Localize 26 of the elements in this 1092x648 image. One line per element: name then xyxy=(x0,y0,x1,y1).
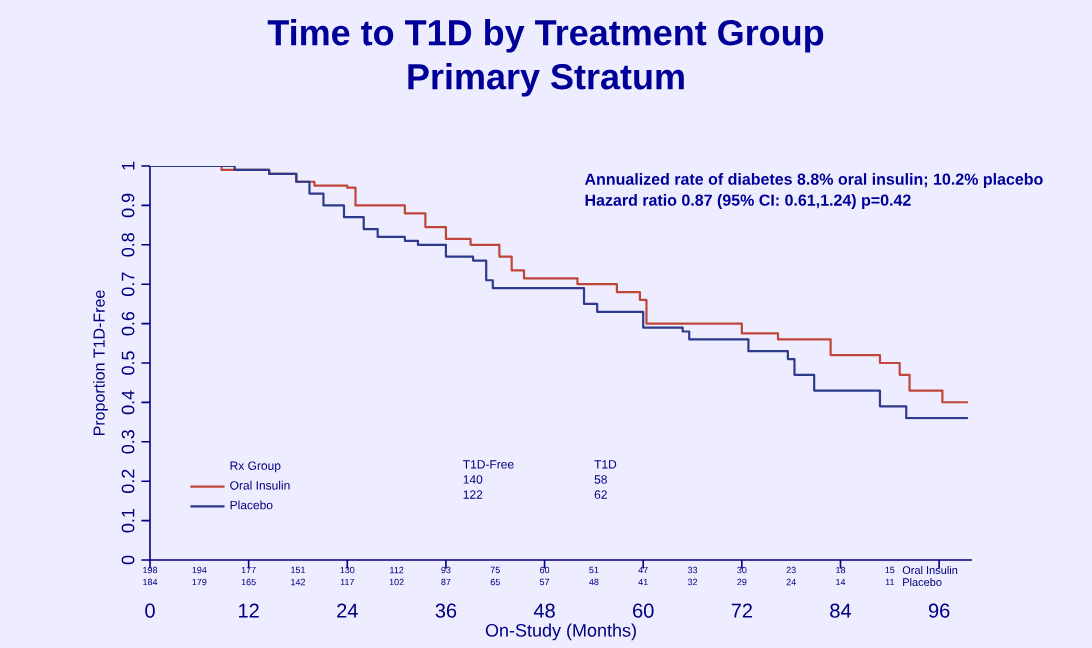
chart-subtitle: Primary Stratum xyxy=(408,63,684,97)
x-tick-label: 72 xyxy=(731,603,752,618)
annotation: Annualized rate of diabetes 8.8% oral insulin; 10.2% placebo xyxy=(584,173,1043,188)
y-tick-label: 0.7 xyxy=(121,272,135,297)
y-tick-label: 1 xyxy=(122,161,135,170)
y-axis-title: Proportion T1D-Free xyxy=(93,290,108,436)
y-tick-label: 0.6 xyxy=(121,311,135,336)
y-tick-label: 0.2 xyxy=(121,469,135,494)
x-axis-title: On-Study (Months) xyxy=(485,623,636,641)
x-tick-label: 24 xyxy=(337,603,358,618)
y-tick-label: 0.8 xyxy=(121,233,135,257)
x-tick-label: 36 xyxy=(435,603,457,618)
chart-title: Time to T1D by Treatment Group xyxy=(267,19,824,53)
annotation: Hazard ratio 0.87 (95% CI: 0.61,1.24) p=0.42 xyxy=(585,194,911,209)
x-tick-label: 84 xyxy=(830,603,852,618)
y-tick-label: 0.9 xyxy=(121,193,135,218)
y-tick-label: 0 xyxy=(121,555,135,565)
x-tick-label: 12 xyxy=(239,603,259,618)
x-tick-label: 60 xyxy=(633,603,654,618)
x-tick-label: 48 xyxy=(533,603,555,618)
x-tick-label: 0 xyxy=(145,603,155,618)
y-tick-label: 0.1 xyxy=(121,508,135,533)
y-tick-label: 0.3 xyxy=(121,430,135,454)
x-tick-label: 96 xyxy=(928,603,950,618)
y-tick-label: 0.4 xyxy=(121,390,135,415)
y-tick-label: 0.5 xyxy=(121,351,135,375)
